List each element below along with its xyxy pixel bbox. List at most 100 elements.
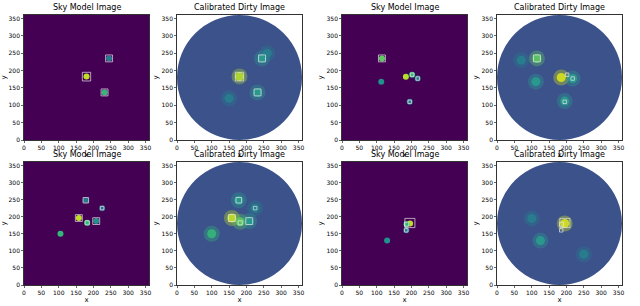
svg-text:200: 200	[327, 67, 339, 74]
svg-text:250: 250	[482, 196, 494, 203]
svg-text:150: 150	[388, 144, 400, 151]
svg-text:300: 300	[327, 32, 339, 39]
svg-text:Calibrated Dirty Image: Calibrated Dirty Image	[514, 3, 605, 12]
svg-text:200: 200	[9, 67, 21, 74]
svg-text:50: 50	[330, 264, 338, 271]
svg-text:100: 100	[482, 247, 494, 254]
svg-text:350: 350	[613, 144, 625, 151]
svg-text:Sky Model Image: Sky Model Image	[53, 3, 121, 12]
svg-text:Sky Model Image: Sky Model Image	[371, 150, 439, 159]
svg-text:200: 200	[561, 289, 573, 296]
svg-text:100: 100	[371, 289, 383, 296]
svg-text:50: 50	[191, 144, 199, 151]
svg-text:100: 100	[9, 101, 21, 108]
svg-text:200: 200	[482, 213, 494, 220]
svg-text:50: 50	[330, 119, 338, 126]
svg-text:100: 100	[327, 247, 339, 254]
svg-text:y: y	[317, 75, 325, 79]
svg-text:0: 0	[334, 136, 338, 143]
svg-text:150: 150	[543, 289, 555, 296]
svg-text:200: 200	[88, 144, 100, 151]
svg-text:0: 0	[22, 289, 26, 296]
svg-text:300: 300	[595, 144, 607, 151]
svg-text:250: 250	[105, 144, 117, 151]
svg-text:100: 100	[206, 289, 218, 296]
svg-text:0: 0	[334, 281, 338, 288]
svg-text:100: 100	[526, 289, 538, 296]
svg-text:150: 150	[388, 289, 400, 296]
svg-text:x: x	[237, 151, 241, 159]
svg-text:y: y	[0, 221, 8, 225]
svg-text:Calibrated Dirty Image: Calibrated Dirty Image	[514, 150, 605, 159]
svg-text:x: x	[557, 296, 561, 304]
svg-text:y: y	[472, 75, 480, 79]
svg-text:150: 150	[162, 84, 174, 91]
svg-text:300: 300	[275, 144, 287, 151]
svg-text:350: 350	[9, 162, 21, 169]
svg-text:50: 50	[12, 264, 20, 271]
svg-text:250: 250	[9, 196, 21, 203]
svg-text:200: 200	[406, 144, 418, 151]
svg-text:350: 350	[458, 289, 470, 296]
svg-text:300: 300	[595, 289, 607, 296]
svg-text:350: 350	[162, 162, 174, 169]
svg-text:150: 150	[70, 289, 82, 296]
svg-text:50: 50	[356, 144, 364, 151]
svg-text:250: 250	[258, 144, 270, 151]
svg-text:250: 250	[578, 144, 590, 151]
svg-text:150: 150	[327, 230, 339, 237]
svg-text:100: 100	[526, 144, 538, 151]
svg-text:350: 350	[482, 162, 494, 169]
svg-text:350: 350	[482, 15, 494, 22]
svg-text:300: 300	[162, 179, 174, 186]
svg-text:0: 0	[489, 281, 493, 288]
svg-text:y: y	[472, 221, 480, 225]
svg-text:200: 200	[241, 289, 253, 296]
svg-text:y: y	[152, 75, 160, 79]
svg-text:300: 300	[327, 179, 339, 186]
svg-text:100: 100	[371, 144, 383, 151]
svg-text:200: 200	[561, 144, 573, 151]
svg-text:50: 50	[485, 119, 493, 126]
svg-text:350: 350	[293, 289, 305, 296]
svg-text:350: 350	[140, 144, 152, 151]
svg-text:50: 50	[511, 289, 519, 296]
svg-text:350: 350	[327, 162, 339, 169]
svg-text:250: 250	[105, 289, 117, 296]
svg-text:150: 150	[327, 84, 339, 91]
svg-text:250: 250	[423, 289, 435, 296]
svg-text:x: x	[557, 151, 561, 159]
svg-text:200: 200	[9, 213, 21, 220]
svg-text:150: 150	[9, 84, 21, 91]
svg-text:300: 300	[482, 179, 494, 186]
svg-text:100: 100	[9, 247, 21, 254]
svg-text:Sky Model Image: Sky Model Image	[53, 150, 121, 159]
svg-text:150: 150	[482, 230, 494, 237]
svg-text:Sky Model Image: Sky Model Image	[371, 3, 439, 12]
svg-text:0: 0	[169, 281, 173, 288]
svg-text:250: 250	[162, 196, 174, 203]
svg-text:100: 100	[206, 144, 218, 151]
svg-text:350: 350	[458, 144, 470, 151]
svg-text:200: 200	[406, 289, 418, 296]
svg-text:250: 250	[578, 289, 590, 296]
svg-text:50: 50	[38, 289, 46, 296]
svg-text:350: 350	[140, 289, 152, 296]
svg-text:100: 100	[53, 289, 65, 296]
svg-text:350: 350	[327, 15, 339, 22]
svg-text:300: 300	[122, 144, 134, 151]
svg-text:150: 150	[162, 230, 174, 237]
svg-text:50: 50	[38, 144, 46, 151]
svg-text:300: 300	[122, 289, 134, 296]
svg-text:0: 0	[340, 289, 344, 296]
svg-text:300: 300	[162, 32, 174, 39]
svg-text:0: 0	[495, 144, 499, 151]
svg-text:300: 300	[9, 179, 21, 186]
svg-text:0: 0	[175, 289, 179, 296]
svg-text:0: 0	[495, 289, 499, 296]
svg-text:150: 150	[9, 230, 21, 237]
svg-text:100: 100	[53, 144, 65, 151]
svg-text:350: 350	[293, 144, 305, 151]
svg-text:300: 300	[9, 32, 21, 39]
svg-text:0: 0	[16, 136, 20, 143]
